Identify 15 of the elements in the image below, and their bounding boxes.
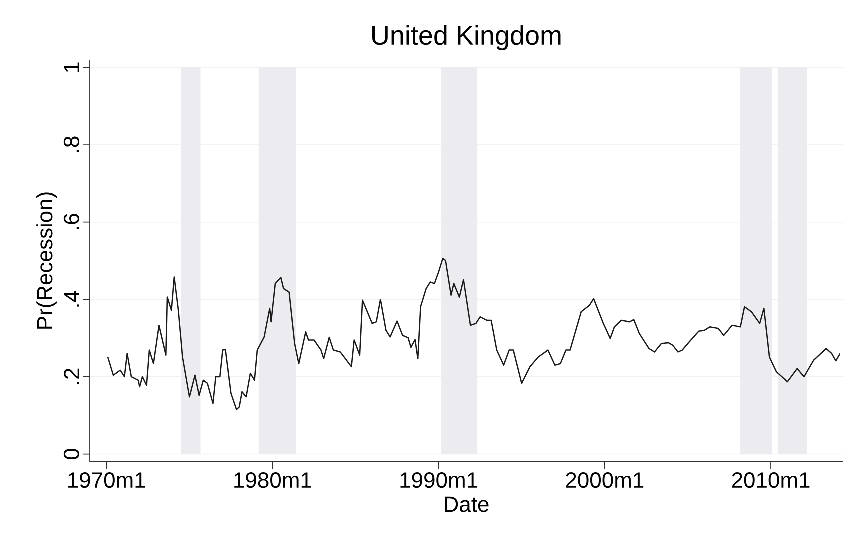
x-axis-title: Date bbox=[445, 496, 489, 512]
y-tick-label: 1 bbox=[64, 62, 80, 72]
x-tick-label: 2000m1 bbox=[566, 472, 644, 488]
x-tick-label: 1980m1 bbox=[234, 472, 312, 488]
y-axis-title: Pr(Recession) bbox=[36, 192, 58, 329]
y-tick-label: .2 bbox=[64, 368, 80, 384]
chart-title: United Kingdom bbox=[372, 25, 561, 51]
y-tick-label: .4 bbox=[64, 291, 80, 307]
y-tick-label: 0 bbox=[64, 449, 80, 460]
x-tick-label: 2010m1 bbox=[732, 472, 810, 488]
line-series bbox=[107, 258, 841, 410]
x-tick-label: 1970m1 bbox=[68, 472, 146, 488]
y-tick-label: .8 bbox=[64, 136, 80, 152]
x-tick-label: 1990m1 bbox=[400, 472, 478, 488]
y-tick-label: .6 bbox=[64, 214, 80, 230]
